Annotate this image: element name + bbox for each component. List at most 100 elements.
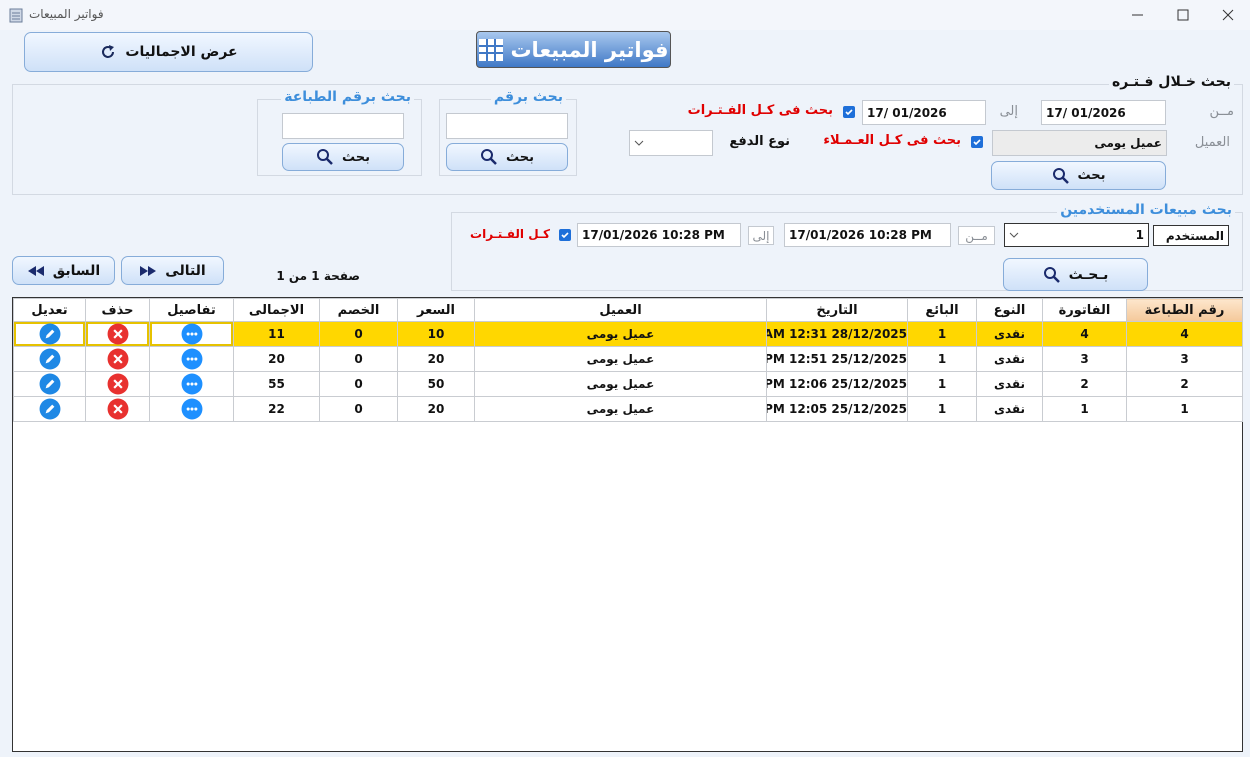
group-title: بحث مبيعات المستخدمين <box>1057 202 1235 218</box>
date-text: 17/01/2026 10:28 PM <box>582 228 725 242</box>
action-cell <box>13 346 86 372</box>
payment-type-label: نوع الدفع <box>729 134 790 149</box>
edit-icon[interactable] <box>39 348 61 370</box>
date-text: 17/01/2026 10:28 PM <box>789 228 932 242</box>
cell: 1 <box>907 346 977 372</box>
header-row: رقم الطباعة الفاتورة النوع البائع التاريخ الع… <box>13 298 1243 322</box>
from-label-box: مــن <box>958 226 995 245</box>
user-to-date[interactable]: 17/01/2026 10:28 PM <box>577 223 741 247</box>
details-icon[interactable] <box>181 398 203 420</box>
to-date[interactable]: 17/ 01/2026 <box>862 100 986 125</box>
previous-icon <box>27 265 44 276</box>
from-label: مــن <box>1209 104 1234 119</box>
cell: AM 12:31 28/12/2025 <box>766 321 908 347</box>
details-icon[interactable] <box>181 373 203 395</box>
next-button[interactable]: التالى <box>121 256 224 285</box>
cell: 2 <box>1042 371 1127 397</box>
cell: 11 <box>233 321 320 347</box>
invoice-row[interactable]: 3 3 نقدى 1 PM 12:51 25/12/2025 عميل يومى 20 0 20 <box>13 346 1243 372</box>
refresh-icon <box>102 45 115 58</box>
payment-type-combo[interactable] <box>629 130 713 156</box>
print-number-input[interactable] <box>282 113 404 139</box>
all-periods-checkbox[interactable] <box>843 106 855 118</box>
column-header[interactable]: البائع <box>907 298 977 322</box>
details-icon[interactable] <box>181 348 203 370</box>
totals-button[interactable]: عرض الاجماليات <box>24 32 313 72</box>
column-header[interactable]: رقم الطباعة <box>1126 298 1243 322</box>
delete-icon[interactable] <box>107 348 129 370</box>
edit-icon[interactable] <box>39 373 61 395</box>
action-cell <box>149 346 234 372</box>
details-icon[interactable] <box>181 323 203 345</box>
previous-button[interactable]: السابق <box>12 256 115 285</box>
cell: 10 <box>397 321 475 347</box>
column-header[interactable]: النوع <box>976 298 1043 322</box>
customer-combo[interactable]: عميل يومى <box>992 130 1167 156</box>
all-customers-checkbox[interactable] <box>971 136 983 148</box>
user-from-date[interactable]: 17/01/2026 10:28 PM <box>784 223 951 247</box>
column-header[interactable]: الاجمالى <box>233 298 320 322</box>
column-header[interactable]: تفاصيل <box>149 298 234 322</box>
cell: عميل يومى <box>474 321 767 347</box>
cell: 20 <box>397 396 475 422</box>
window-controls[interactable] <box>1130 8 1240 22</box>
cell: 1 <box>1042 396 1127 422</box>
cell: 0 <box>319 346 398 372</box>
from-date[interactable]: 17/ 01/2026 <box>1041 100 1166 125</box>
button-label: بحث <box>342 149 371 165</box>
user-search-group <box>451 212 1243 291</box>
edit-icon[interactable] <box>39 323 61 345</box>
search-icon <box>1043 266 1060 283</box>
to-label-box: إلى <box>748 226 774 245</box>
user-combo[interactable]: 1 <box>1004 223 1149 247</box>
button-label: عرض الاجماليات <box>125 44 238 60</box>
date-text: 17/ 01/2026 <box>1046 105 1126 120</box>
user-all-periods-checkbox[interactable] <box>559 229 571 241</box>
combo-text: عميل يومى <box>1094 136 1162 150</box>
button-label: بحث <box>1077 168 1106 183</box>
cell: PM 12:51 25/12/2025 <box>766 346 908 372</box>
column-header[interactable]: الخصم <box>319 298 398 322</box>
cell: 1 <box>1126 396 1243 422</box>
cell: 3 <box>1042 346 1127 372</box>
period-search-button[interactable]: بحث <box>991 161 1166 190</box>
number-search-button[interactable]: بحث <box>446 143 568 171</box>
column-header[interactable]: التاريخ <box>766 298 908 322</box>
cell: 50 <box>397 371 475 397</box>
action-cell <box>85 346 150 372</box>
window-title: فواتير المبيعات <box>29 7 104 21</box>
edit-icon[interactable] <box>39 398 61 420</box>
button-label: السابق <box>52 262 101 279</box>
button-label: التالى <box>165 262 206 279</box>
number-input[interactable] <box>446 113 568 139</box>
column-header[interactable]: حذف <box>85 298 150 322</box>
invoice-row[interactable]: 1 1 نقدى 1 PM 12:05 25/12/2025 عميل يومى 20 0 22 <box>13 396 1243 422</box>
cell: 4 <box>1126 321 1243 347</box>
delete-icon[interactable] <box>107 373 129 395</box>
action-cell <box>85 321 150 347</box>
to-label: إلى <box>752 228 770 243</box>
combo-text: 1 <box>1135 228 1144 242</box>
column-header[interactable]: تعديل <box>13 298 86 322</box>
invoice-row[interactable]: 4 4 نقدى 1 AM 12:31 28/12/2025 عميل يومى 10 0 11 <box>13 321 1243 347</box>
period-search-group <box>12 84 1243 195</box>
print-number-search-button[interactable]: بحث <box>282 143 404 171</box>
column-header[interactable]: الفاتورة <box>1042 298 1127 322</box>
invoice-row[interactable]: 2 2 نقدى 1 PM 12:06 25/12/2025 عميل يومى 50 0 55 <box>13 371 1243 397</box>
group-title: بحث خـلال فـتـره <box>1109 74 1234 90</box>
combo-arrow <box>1009 232 1019 238</box>
user-search-button[interactable]: بـحـث <box>1003 258 1148 291</box>
action-cell <box>13 396 86 422</box>
cell: 55 <box>233 371 320 397</box>
cell: نقدى <box>976 371 1043 397</box>
cell: عميل يومى <box>474 346 767 372</box>
next-icon <box>140 265 157 276</box>
delete-icon[interactable] <box>107 398 129 420</box>
action-cell <box>13 371 86 397</box>
column-header[interactable]: السعر <box>397 298 475 322</box>
user-label-box: المستخدم <box>1153 225 1229 246</box>
delete-icon[interactable] <box>107 323 129 345</box>
column-header[interactable]: العميل <box>474 298 767 322</box>
search-icon <box>481 149 497 165</box>
